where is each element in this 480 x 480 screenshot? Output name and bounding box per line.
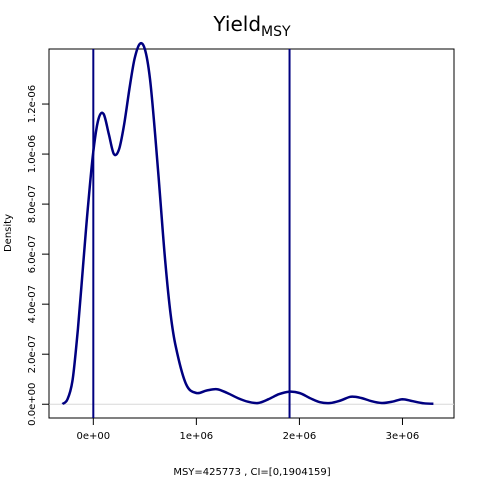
chart-title-main: Yield — [212, 12, 261, 36]
y-tick-label: 6.0e-07 — [27, 235, 38, 273]
plot-frame — [48, 48, 455, 419]
y-tick-label: 1.2e-06 — [27, 85, 38, 123]
x-tick-label: 0e+00 — [77, 431, 111, 442]
x-axis-label: MSY=425773 , CI=[0,1904159] — [173, 467, 330, 478]
density-curve — [61, 42, 434, 406]
y-tick-label: 2.0e-07 — [27, 335, 38, 373]
x-axis: 0e+00 1e+06 2e+06 3e+06 — [77, 417, 420, 442]
x-tick-label: 1e+06 — [180, 431, 214, 442]
y-tick-label: 8.0e-07 — [27, 185, 38, 223]
interval-lines — [92, 49, 291, 418]
y-tick-label: 0.0e+00 — [27, 383, 38, 426]
chart-title: YieldMSY — [212, 12, 291, 40]
y-tick-label: 4.0e-07 — [27, 285, 38, 323]
x-tick-label: 2e+06 — [283, 431, 317, 442]
y-axis-label: Density — [3, 214, 14, 252]
chart-title-subscript: MSY — [261, 24, 291, 40]
y-tick-label: 1.0e-06 — [27, 135, 38, 173]
y-axis: 0.0e+00 2.0e-07 4.0e-07 6.0e-07 8.0e-07 1.0e-… — [27, 85, 50, 426]
x-tick-label: 3e+06 — [386, 431, 420, 442]
